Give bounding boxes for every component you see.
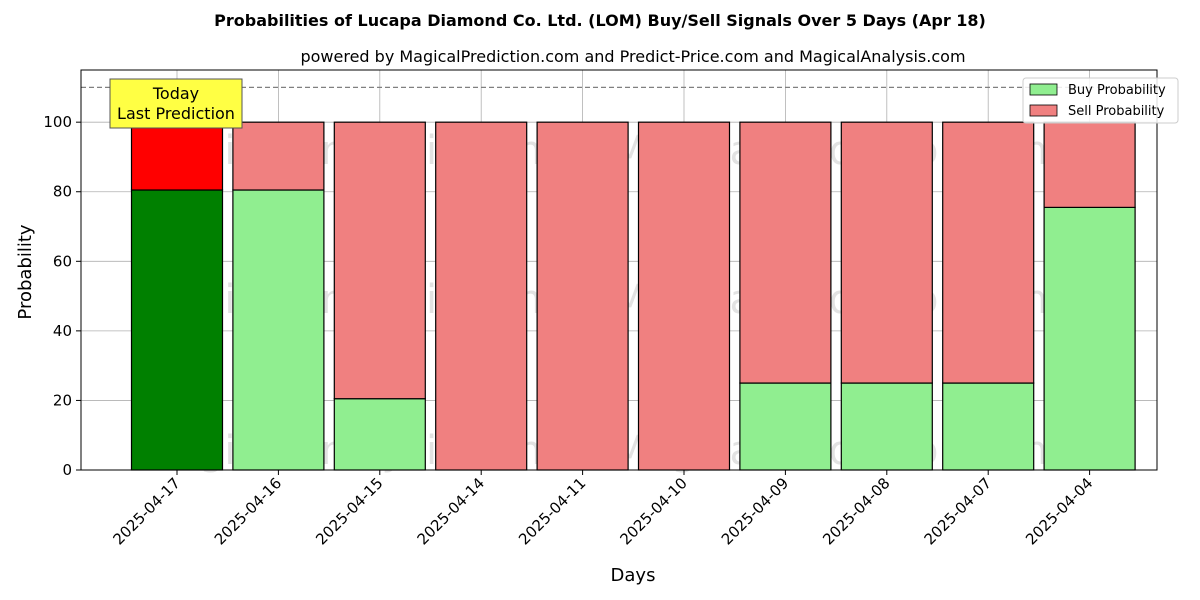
buy-bar xyxy=(739,382,832,471)
chart-title: Probabilities of Lucapa Diamond Co. Ltd.… xyxy=(214,11,986,30)
annotation-text: Last Prediction xyxy=(117,104,235,123)
y-tick-label: 0 xyxy=(62,461,72,479)
sell-bar xyxy=(739,121,832,384)
y-axis-label: Probability xyxy=(15,224,36,319)
y-tick-label: 80 xyxy=(53,183,72,201)
sell-bar xyxy=(1043,121,1136,208)
sell-bar xyxy=(130,121,224,191)
bars xyxy=(130,121,1136,471)
legend-box xyxy=(1022,77,1179,124)
sell-bar xyxy=(942,121,1035,384)
x-tick-label: 2025-04-17 xyxy=(109,474,183,548)
legend-swatch xyxy=(1029,104,1058,117)
buy-bar xyxy=(1043,206,1136,471)
y-axis: 0 20 40 60 80 100 xyxy=(43,113,81,479)
y-tick-label: 20 xyxy=(53,391,72,409)
buy-bar xyxy=(232,189,325,471)
y-tick-label: 40 xyxy=(53,322,72,340)
sell-bar xyxy=(232,121,325,191)
y-tick-label: 60 xyxy=(53,252,72,270)
buy-bar xyxy=(130,189,224,471)
x-tick-label: 2025-04-07 xyxy=(921,474,995,548)
plot-frame xyxy=(80,69,1158,471)
y-tick-label: 100 xyxy=(43,113,72,131)
sell-bar xyxy=(840,121,933,384)
legend-swatch xyxy=(1029,83,1058,96)
x-tick-label: 2025-04-10 xyxy=(616,474,690,548)
legend-label: Buy Probability xyxy=(1068,83,1166,98)
sell-bar xyxy=(536,121,629,471)
sell-bar xyxy=(637,121,731,471)
x-tick-label: 2025-04-16 xyxy=(211,474,285,548)
legend-label: Sell Probability xyxy=(1068,104,1165,119)
sell-bar xyxy=(333,121,426,400)
legend: Buy Probability Sell Probability xyxy=(1022,77,1179,124)
x-tick-label: 2025-04-08 xyxy=(819,474,893,548)
x-tick-label: 2025-04-09 xyxy=(718,474,792,548)
x-tick-label: 2025-04-04 xyxy=(1022,474,1096,548)
buy-bar xyxy=(333,398,426,471)
sell-bar xyxy=(435,121,528,471)
x-axis-label: Days xyxy=(611,565,656,586)
x-tick-label: 2025-04-14 xyxy=(414,474,488,548)
x-axis: 2025-04-17 2025-04-16 2025-04-15 2025-04-14… xyxy=(109,470,1096,548)
annotation-text: Today xyxy=(152,84,199,103)
chart-subtitle: powered by MagicalPrediction.com and Pre… xyxy=(300,47,965,66)
x-tick-label: 2025-04-15 xyxy=(312,474,386,548)
annotation-box xyxy=(109,78,243,129)
x-tick-label: 2025-04-11 xyxy=(515,474,589,548)
buy-bar xyxy=(840,382,933,471)
buy-bar xyxy=(942,382,1035,471)
